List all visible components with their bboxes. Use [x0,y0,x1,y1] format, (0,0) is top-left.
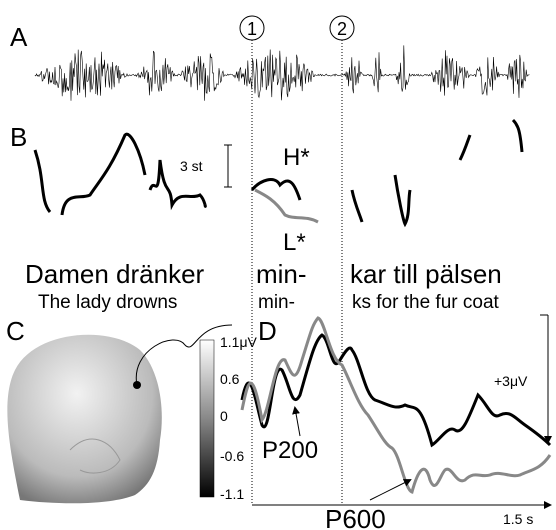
component-label: P200 [262,437,318,464]
head [7,335,161,504]
pitch-contour [255,190,318,222]
pitch-scale: 3 st [180,158,203,174]
colorbar-label: -1.1 [220,486,244,502]
pitch-contour [35,150,50,212]
time-label: 1.5 s [503,511,533,527]
gloss: The lady drowns [38,292,177,313]
colorbar-label: 0.6 [220,371,240,387]
waveform [35,45,529,100]
pitch-contour [460,135,470,160]
erp-trace [242,318,550,492]
marker: 2 [337,19,347,39]
colorbar [200,340,214,497]
pitch-accent: H* [283,144,310,171]
pitch-contour [352,190,362,222]
pitch-scale-bar [224,145,232,187]
figure: A B C D 1 2 3 st H* L* Damen dränker min… [0,0,556,530]
layout [35,45,529,224]
pointer [370,480,410,500]
word: Damen dränker [25,259,205,289]
erp-trace [242,335,550,445]
colorbar-label: -0.6 [220,448,244,464]
pitch-contour [62,134,145,215]
panel-label: C [6,316,25,346]
panel-label: D [258,316,277,346]
panel-label: B [10,122,27,152]
pitch-contour [395,175,410,224]
colorbar-label: 0 [220,408,228,424]
pitch-accent: L* [283,229,306,256]
colorbar-label: 1.1μV [220,334,258,350]
marker: 1 [247,19,257,39]
word: min- [256,259,307,289]
pitch-contour [252,180,300,200]
gloss: ks for the fur coat [352,292,500,313]
component-label: P600 [325,504,386,530]
panel-label: A [10,22,28,52]
erp-scale: +3μV [494,373,528,389]
word: kar till pälsen [350,259,502,289]
pitch-contour [513,120,522,152]
pointer [295,408,300,436]
gloss: min- [258,292,295,313]
